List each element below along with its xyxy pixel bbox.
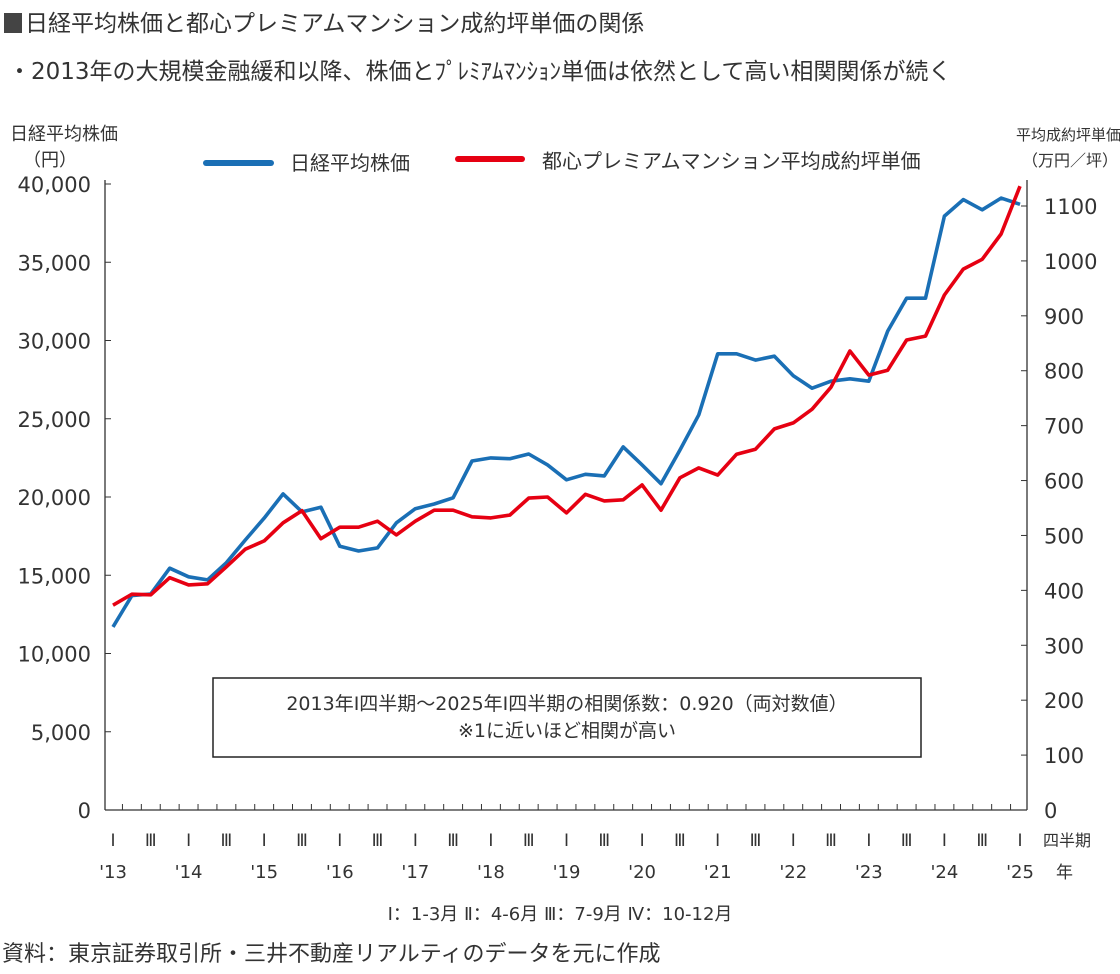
right-tick-label: 0 (1044, 799, 1057, 823)
right-tick-label: 1100 (1044, 195, 1097, 219)
left-axis-unit: （円） (23, 150, 77, 171)
left-tick-label: 35,000 (18, 251, 91, 275)
quarter-tick-label: Ⅰ (942, 831, 947, 851)
quarter-tick-label: Ⅰ (791, 831, 796, 851)
right-tick-label: 1000 (1044, 250, 1097, 274)
quarter-tick-label: Ⅰ (262, 831, 267, 851)
quarter-tick-label: Ⅲ (447, 831, 459, 851)
quarter-tick-label: Ⅰ (110, 831, 115, 851)
annotation-line-1: 2013年Ⅰ四半期～2025年Ⅰ四半期の相関係数：0.920（両対数値） (286, 693, 847, 715)
year-tick-label: '24 (930, 862, 958, 883)
right-tick-label: 600 (1044, 470, 1084, 494)
quarter-tick-label: Ⅰ (715, 831, 720, 851)
mansion-price-line (112, 185, 1022, 607)
quarter-tick-label: Ⅲ (901, 831, 913, 851)
chart-title-container: 日経平均株価と都心プレミアムマンション成約坪単価の関係 (4, 4, 644, 38)
quarter-tick-label: Ⅰ (1017, 831, 1022, 851)
quarter-tick-label: Ⅲ (523, 831, 535, 851)
left-tick-label: 15,000 (18, 564, 91, 588)
quarter-tick-label: Ⅲ (750, 831, 762, 851)
legend-label-mansion: 都心プレミアムマンション平均成約坪単価 (542, 149, 921, 173)
year-tick-label: '14 (175, 862, 203, 883)
quarter-tick-label: Ⅲ (976, 831, 988, 851)
year-tick-label: '13 (99, 862, 127, 883)
annotation-box (212, 677, 922, 758)
chart-subtitle: ・2013年の大規模金融緩和以降、株価とﾌﾟﾚﾐｱﾑﾏﾝｼｮﾝ単価は依然として高… (8, 59, 952, 85)
right-tick-label: 100 (1044, 744, 1084, 768)
quarter-tick-label: Ⅲ (825, 831, 837, 851)
left-tick-label: 0 (78, 799, 91, 823)
right-tick-label: 300 (1044, 634, 1084, 658)
quarter-tick-label: Ⅲ (674, 831, 686, 851)
source-note: 資料：東京証券取引所・三井不動産リアルティのデータを元に作成 (2, 942, 661, 967)
year-tick-label: '18 (477, 862, 505, 883)
left-tick-label: 30,000 (18, 330, 91, 354)
right-tick-label: 900 (1044, 305, 1084, 329)
quarter-tick-label: Ⅲ (221, 831, 233, 851)
quarter-tick-label: Ⅲ (296, 831, 308, 851)
chart-title: 日経平均株価と都心プレミアムマンション成約坪単価の関係 (25, 11, 645, 37)
quarter-tick-label: Ⅰ (337, 831, 342, 851)
left-tick-label: 40,000 (18, 173, 91, 197)
quarter-tick-label: Ⅰ (640, 831, 645, 851)
legend-label-nikkei: 日経平均株価 (290, 151, 410, 175)
year-tick-label: '20 (628, 862, 656, 883)
quarter-legend-note: Ⅰ：1-3月 Ⅱ：4-6月 Ⅲ：7-9月 Ⅳ：10-12月 (388, 904, 733, 925)
year-tick-label: '17 (401, 862, 429, 883)
nikkei-line (111, 196, 1021, 628)
right-tick-label: 200 (1044, 689, 1084, 713)
year-tick-label: '23 (855, 862, 883, 883)
x-quarter-unit-label: 四半期 (1043, 831, 1091, 850)
left-tick-label: 10,000 (18, 643, 91, 667)
year-tick-label: '25 (1006, 862, 1034, 883)
year-tick-label: '16 (326, 862, 354, 883)
left-axis-title: 日経平均株価 (10, 124, 118, 145)
right-axis-title: 平均成約坪単価 (1016, 126, 1120, 144)
quarter-tick-label: Ⅰ (866, 831, 871, 851)
year-tick-label: '15 (250, 862, 278, 883)
left-tick-label: 20,000 (18, 486, 91, 510)
quarter-tick-label: Ⅰ (564, 831, 569, 851)
left-tick-label: 5,000 (31, 721, 91, 745)
quarter-tick-label: Ⅲ (372, 831, 384, 851)
year-tick-label: '21 (704, 862, 732, 883)
quarter-tick-label: Ⅰ (186, 831, 191, 851)
right-tick-label: 500 (1044, 524, 1084, 548)
right-tick-label: 800 (1044, 360, 1084, 384)
quarter-tick-label: Ⅰ (488, 831, 493, 851)
right-tick-label: 400 (1044, 579, 1084, 603)
quarter-tick-label: Ⅲ (598, 831, 610, 851)
x-year-unit-label: 年 (1056, 863, 1073, 883)
quarter-tick-label: Ⅰ (413, 831, 418, 851)
year-tick-label: '22 (779, 862, 807, 883)
left-tick-label: 25,000 (18, 408, 91, 432)
year-tick-label: '19 (553, 862, 581, 883)
annotation-line-2: ※1に近いほど相関が高い (458, 720, 676, 742)
right-tick-label: 700 (1044, 415, 1084, 439)
quarter-tick-label: Ⅲ (145, 831, 157, 851)
square-bullet-icon (4, 13, 22, 33)
right-axis-unit: （万円／坪） (1022, 151, 1118, 170)
